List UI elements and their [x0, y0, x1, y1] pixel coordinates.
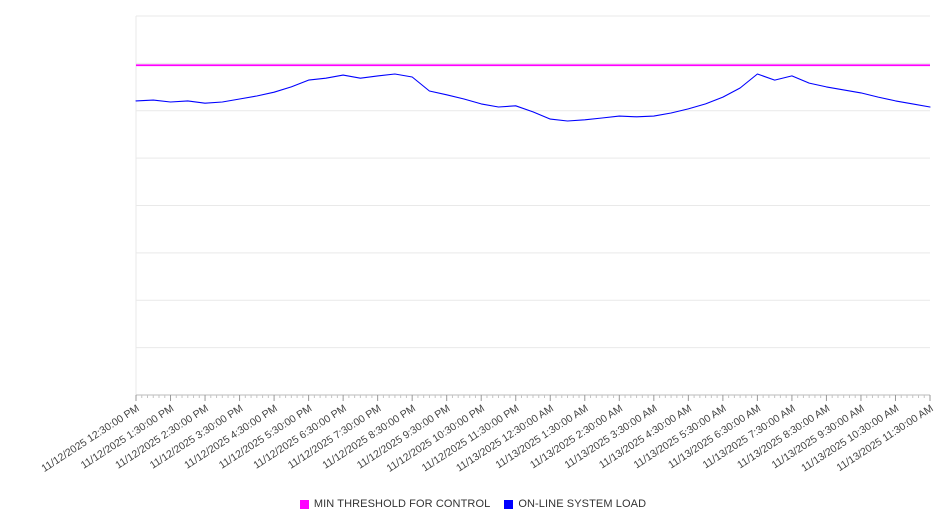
legend-item-system-load[interactable]: ON-LINE SYSTEM LOAD	[504, 498, 646, 510]
system-load-line	[135, 73, 931, 122]
line-chart: 11/12/2025 12:30:00 PM 11/12/2025 1:30:00…	[39, 15, 936, 475]
legend-item-min-threshold[interactable]: MIN THRESHOLD FOR CONTROL	[299, 498, 491, 510]
legend-swatch-min-threshold	[299, 499, 309, 509]
chart-legend: MIN THRESHOLD FOR CONTROL ON-LINE SYSTEM…	[0, 498, 946, 510]
legend-label-min-threshold: MIN THRESHOLD FOR CONTROL	[313, 498, 491, 510]
legend-swatch-system-load	[504, 499, 514, 509]
legend-label-system-load: ON-LINE SYSTEM LOAD	[518, 498, 647, 510]
